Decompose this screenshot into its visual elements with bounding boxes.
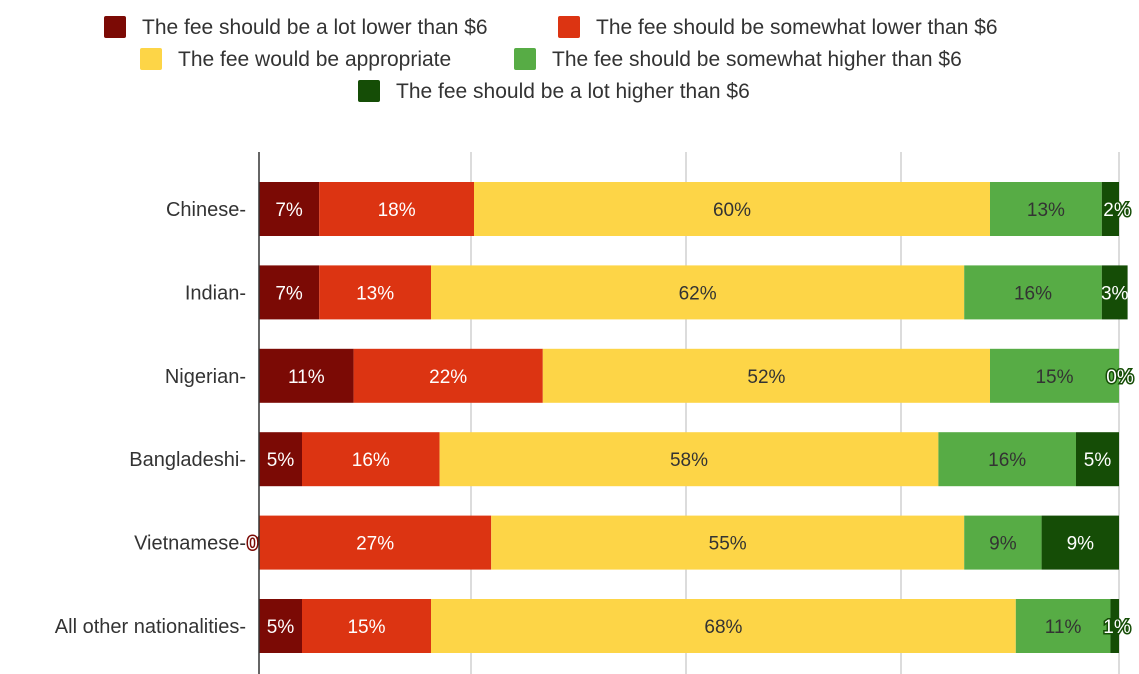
bar-segment (259, 265, 320, 320)
data-label: 16% (988, 450, 1026, 471)
bar-segment (474, 182, 990, 236)
bar-segment (542, 348, 990, 403)
legend-item: The fee should be a lot lower than $6 (104, 16, 488, 39)
bar-segment (990, 182, 1102, 236)
bar-segment (259, 599, 302, 653)
legend-label: The fee would be appropriate (178, 48, 451, 71)
data-label: 16% (352, 450, 390, 471)
bar-segment (259, 182, 320, 236)
bar-segment (302, 599, 431, 653)
data-label: 7% (275, 283, 303, 304)
bars: 7% 18% 60% 13% 2% 7% 13% 62% 16% 3% 11% 22% 52% 15% 0%… (246, 182, 1135, 653)
category-label: Bangladeshi- (129, 449, 246, 471)
data-label: 3% (1101, 283, 1129, 304)
bar-segment (964, 265, 1102, 320)
legend-swatch (514, 48, 536, 70)
data-label: 15% (1035, 367, 1073, 388)
legend-label: The fee should be somewhat higher than $… (552, 48, 962, 71)
category-label: Indian- (185, 282, 246, 304)
category-label: Nigerian- (165, 366, 246, 388)
bar-segment (1101, 182, 1119, 236)
legend-item: The fee would be appropriate (140, 48, 451, 71)
data-label: 22% (429, 367, 467, 388)
data-label: 11% (1045, 617, 1082, 638)
bar-segment (1015, 599, 1111, 653)
data-label: 62% (679, 283, 717, 304)
legend-swatch (140, 48, 162, 70)
bar-segment (302, 432, 440, 487)
bar-segment (491, 515, 965, 570)
bar-segment (439, 432, 939, 487)
category-label: Vietnamese- (134, 533, 246, 555)
data-label: 16% (1014, 283, 1052, 304)
legend-label: The fee should be somewhat lower than $6 (596, 16, 998, 39)
data-label: 5% (1084, 450, 1112, 471)
gridlines (470, 152, 1120, 674)
bar-segment (938, 432, 1076, 487)
data-label: 60% (713, 200, 751, 221)
bar-segment (1041, 515, 1119, 570)
data-label: 9% (989, 534, 1017, 555)
bar-segment (1076, 432, 1119, 487)
data-label: 11% (288, 367, 325, 388)
legend-swatch (104, 16, 126, 38)
data-label: 18% (378, 200, 416, 221)
bar-segment (259, 432, 302, 487)
bar-segment (1101, 265, 1128, 320)
bar-segment (319, 182, 474, 236)
legend-swatch (358, 80, 380, 102)
data-label: 7% (275, 200, 303, 221)
bar-segment (431, 599, 1016, 653)
data-label: 55% (709, 534, 747, 555)
bar-segment (353, 348, 543, 403)
data-label: 2% (1103, 200, 1131, 221)
data-label: 5% (267, 617, 295, 638)
legend-item: The fee should be a lot higher than $6 (358, 80, 750, 103)
data-label: 1% (1103, 617, 1131, 638)
bar-segment (1110, 599, 1119, 653)
bar-segment (259, 515, 492, 570)
category-axis-labels: Chinese- Indian- Nigerian- Bangladeshi- Viet… (55, 199, 246, 638)
legend: The fee should be a lot lower than $6 The… (104, 16, 998, 103)
data-label: 15% (347, 617, 385, 638)
category-label: All other nationalities- (55, 616, 246, 638)
legend-item: The fee should be somewhat higher than $… (514, 48, 962, 71)
data-label: 52% (747, 367, 785, 388)
bar-segment (990, 348, 1119, 403)
legend-item: The fee should be somewhat lower than $6 (558, 16, 998, 39)
bar-segment (431, 265, 965, 320)
data-label: 0% (1106, 367, 1134, 388)
legend-label: The fee should be a lot higher than $6 (396, 80, 750, 103)
category-label: Chinese- (166, 199, 246, 221)
bar-segment (964, 515, 1042, 570)
data-label: 68% (704, 617, 742, 638)
legend-swatch (558, 16, 580, 38)
data-label: 9% (1067, 534, 1095, 555)
data-label: 5% (267, 450, 295, 471)
data-label: 58% (670, 450, 708, 471)
legend-label: The fee should be a lot lower than $6 (142, 16, 488, 39)
data-label: 27% (356, 534, 394, 555)
bar-segment (319, 265, 431, 320)
bar-segment (259, 348, 354, 403)
data-label: 13% (1027, 200, 1065, 221)
data-label: 13% (356, 283, 394, 304)
